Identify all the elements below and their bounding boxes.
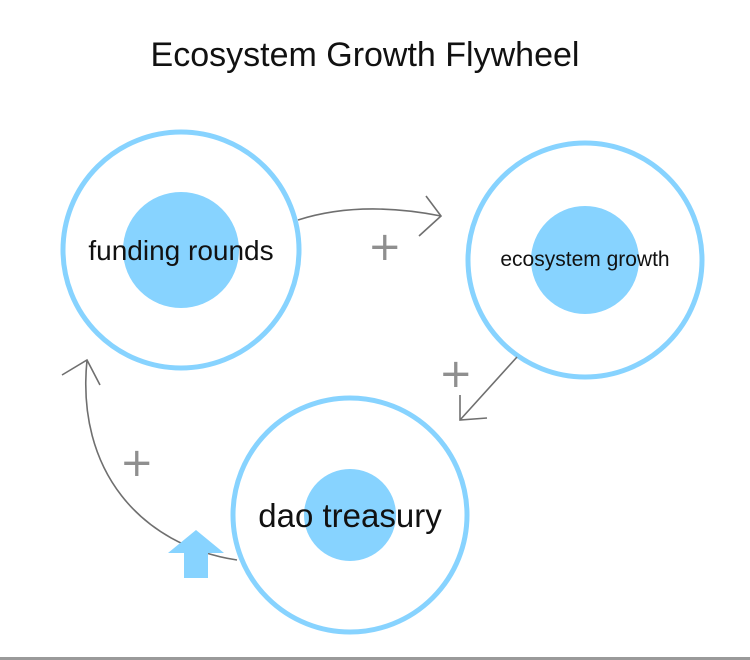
link-funding-to-ecosystem — [297, 195, 443, 237]
node-dao-treasury[interactable] — [230, 395, 470, 635]
link-arrowhead — [418, 195, 443, 237]
node-ecosystem-growth[interactable] — [465, 140, 705, 380]
node-ring — [230, 395, 470, 635]
node-label-dao-treasury: dao treasury — [258, 497, 442, 534]
polarity-funding-to-ecosystem: + — [368, 224, 402, 270]
node-label-ecosystem-growth: ecosystem growth — [500, 248, 670, 271]
up-arrow-icon — [168, 530, 224, 578]
node-core — [123, 192, 239, 308]
link-curve — [297, 208, 442, 221]
node-funding-rounds[interactable] — [60, 129, 302, 371]
link-curve — [85, 359, 238, 561]
node-ring — [465, 140, 705, 380]
node-core — [304, 469, 396, 561]
node-core — [531, 206, 639, 314]
link-curve — [459, 356, 518, 421]
diagram-title: Ecosystem Growth Flywheel — [150, 36, 580, 74]
node-label-funding-rounds: funding rounds — [88, 235, 274, 266]
bottom-divider — [0, 657, 750, 660]
link-ecosystem-to-treasury — [459, 356, 518, 421]
node-ring — [60, 129, 302, 371]
link-arrowhead — [459, 395, 488, 421]
polarity-ecosystem-to-treasury: + — [439, 351, 473, 397]
link-arrowhead — [61, 358, 101, 386]
polarity-treasury-to-funding: + — [120, 440, 154, 486]
